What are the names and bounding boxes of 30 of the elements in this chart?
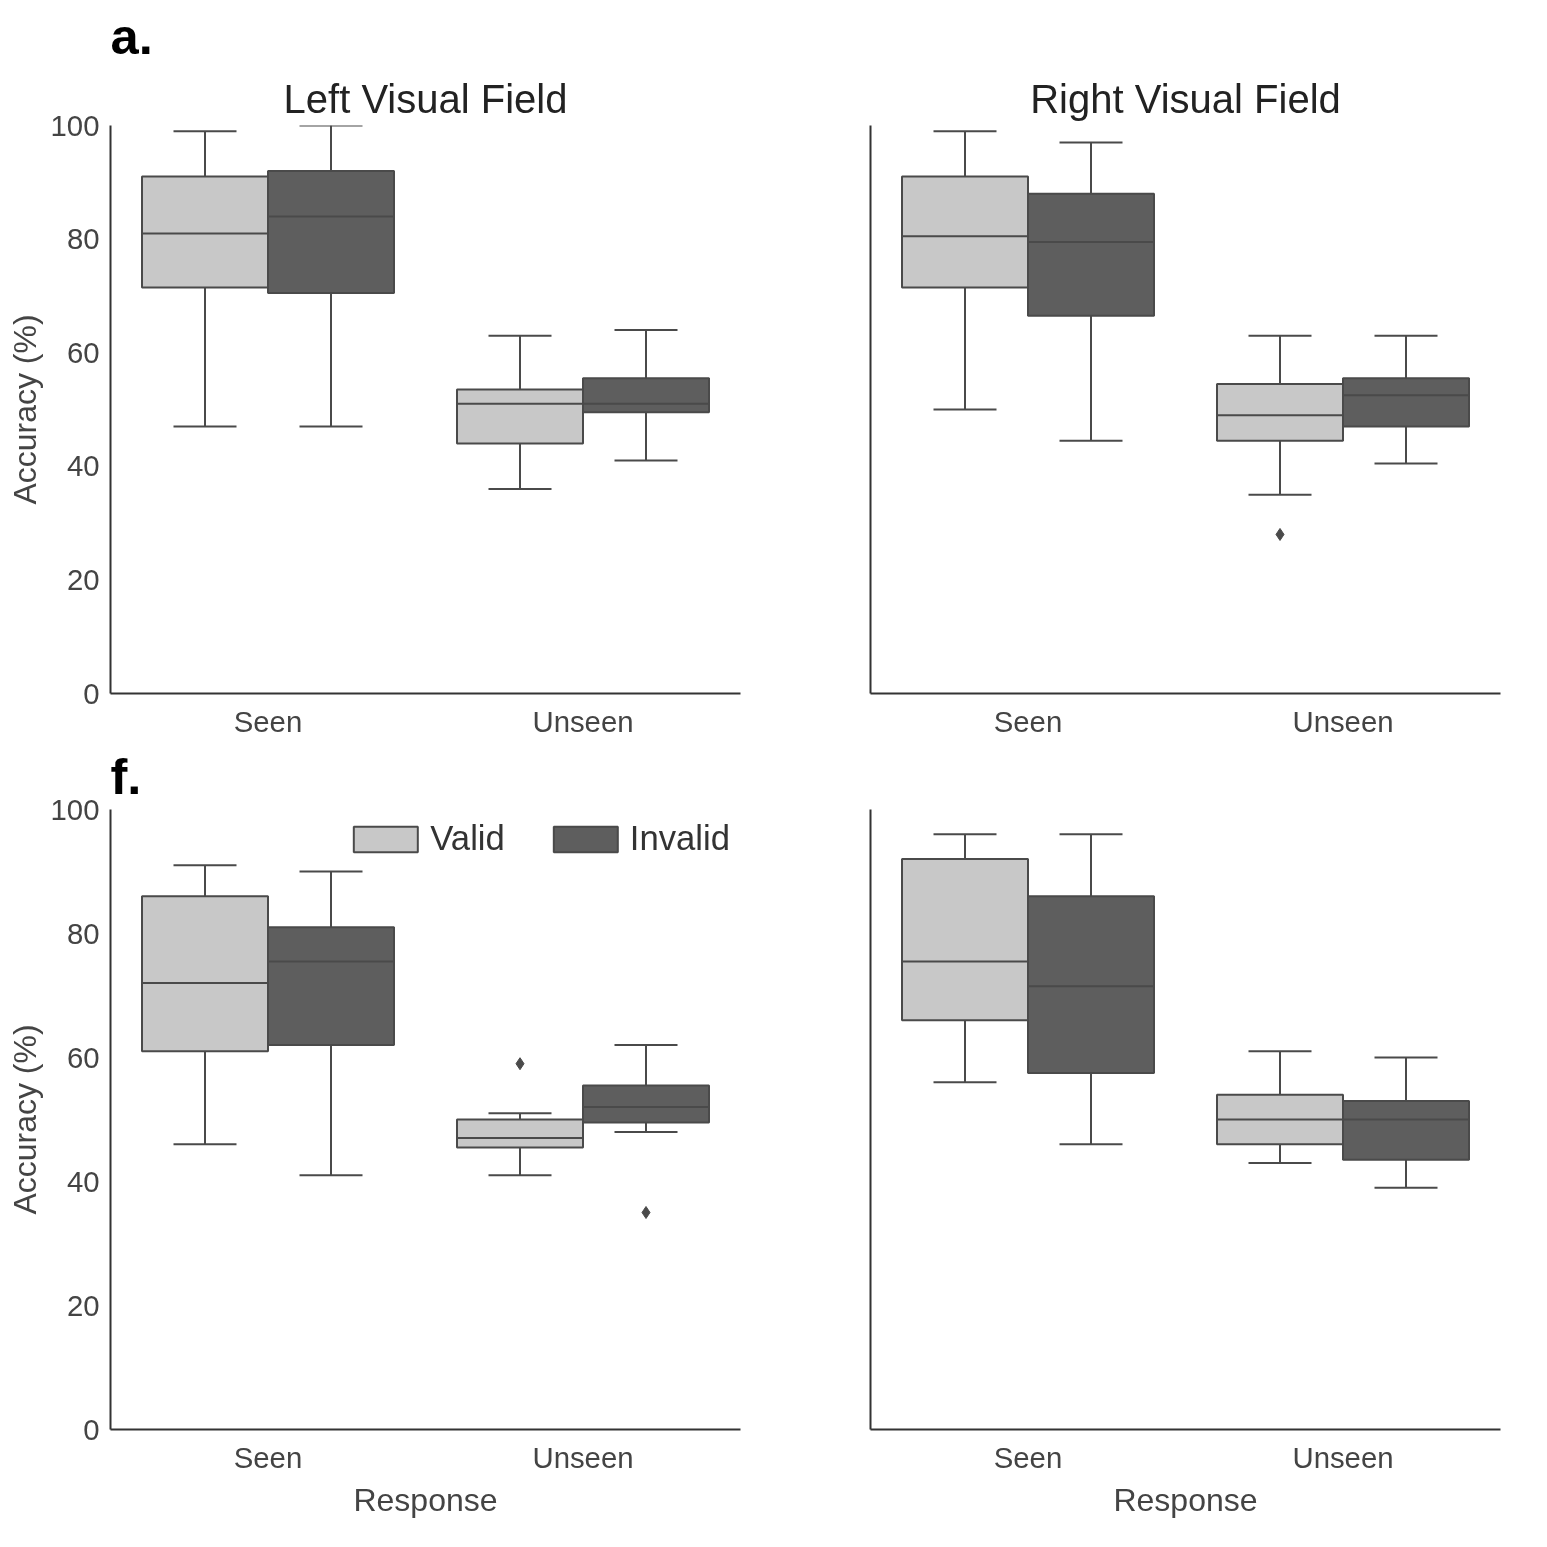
x-tick-label: Unseen bbox=[532, 1440, 634, 1474]
y-tick-label: 40 bbox=[66, 1164, 100, 1198]
y-tick-label: 20 bbox=[66, 1288, 100, 1322]
y-tick-label: 60 bbox=[66, 1040, 100, 1074]
x-tick-label: Seen bbox=[233, 704, 303, 738]
x-tick-label: Seen bbox=[993, 704, 1063, 738]
y-tick-label: 100 bbox=[50, 792, 100, 826]
y-tick-label: 60 bbox=[66, 335, 100, 369]
x-tick-label: Unseen bbox=[1292, 704, 1394, 738]
y-tick-label: 100 bbox=[50, 108, 100, 142]
x-tick-label: Seen bbox=[993, 1440, 1063, 1474]
x-axis-title: Response bbox=[1113, 1481, 1258, 1518]
legend-label: Invalid bbox=[629, 819, 730, 858]
y-tick-label: 0 bbox=[83, 676, 100, 710]
chart-title: Left Visual Field bbox=[283, 76, 568, 121]
text: f. bbox=[110, 747, 142, 805]
chart-title: Right Visual Field bbox=[1030, 76, 1341, 121]
y-tick-label: 80 bbox=[66, 916, 100, 950]
y-tick-label: 40 bbox=[66, 449, 100, 483]
x-tick-label: Seen bbox=[233, 1440, 303, 1474]
legend-label: Valid bbox=[430, 819, 505, 858]
y-tick-label: 80 bbox=[66, 222, 100, 256]
y-tick-label: 0 bbox=[83, 1412, 100, 1446]
y-axis-title: Accuracy (%) bbox=[6, 314, 43, 505]
text: a. bbox=[110, 7, 153, 65]
x-tick-label: Unseen bbox=[1292, 1440, 1394, 1474]
y-axis-title: Accuracy (%) bbox=[6, 1024, 43, 1215]
x-axis-title: Response bbox=[353, 1481, 498, 1518]
x-tick-label: Unseen bbox=[532, 704, 634, 738]
y-tick-label: 20 bbox=[66, 562, 100, 596]
